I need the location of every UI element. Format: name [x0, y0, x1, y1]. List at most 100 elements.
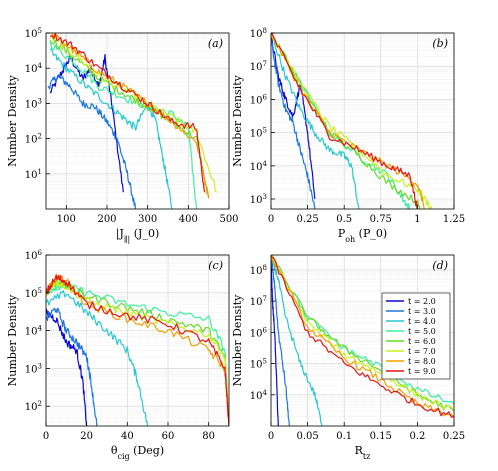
x-tick-label: 500 — [219, 214, 238, 225]
series-line-t8 — [46, 273, 229, 426]
x-tick-label: 1 — [414, 214, 420, 225]
axes-frame — [45, 254, 230, 427]
x-tick-label: 0.75 — [370, 214, 392, 225]
y-tick-label: 104 — [250, 160, 268, 173]
series-line-t4 — [49, 48, 173, 209]
panel-c: 0 20 40 60 80 102 103 104 105 106 θcig (Deg) Number… — [6, 249, 230, 461]
legend-entry: t = 5.0 — [408, 327, 436, 336]
plot-area — [271, 33, 454, 209]
y-tick-label: 103 — [25, 97, 42, 110]
axes-frame — [45, 32, 230, 210]
series-group — [271, 255, 454, 426]
series-line-t9 — [271, 33, 418, 209]
x-tick-label: 20 — [80, 431, 93, 442]
series-line-t6 — [46, 278, 229, 426]
series-line-t2 — [271, 255, 279, 426]
legend-entry: t = 4.0 — [408, 317, 436, 326]
y-tick-label: 102 — [25, 133, 42, 146]
series-line-t4 — [46, 290, 149, 426]
panel-d: 0 0.05 0.1 0.15 0.2 0.25 104 105 106 107 108 Rtz Num… — [231, 254, 465, 461]
x-tick-label: 0.05 — [296, 431, 318, 442]
x-tick-label: 0 — [43, 431, 49, 442]
y-axis-label: Number Density — [6, 74, 19, 166]
series-group — [271, 33, 433, 209]
series-line-t5 — [271, 257, 454, 405]
y-tick-label: 107 — [250, 295, 267, 308]
panel-a: 100 200 300 400 500 101 102 103 104 105 |J∥| (J_0)… — [6, 27, 239, 244]
y-tick-label: 108 — [250, 27, 267, 40]
panel-b: 0 0.25 0.5 0.75 1 1.25 103 104 105 106 107 108 Poh (… — [231, 27, 465, 244]
series-group — [47, 33, 218, 209]
x-axis-label: Poh (P_0) — [338, 227, 387, 244]
series-line-t6 — [271, 255, 454, 412]
y-tick-label: 104 — [250, 389, 268, 402]
series-line-t9 — [46, 274, 229, 426]
grid — [45, 254, 229, 427]
series-line-t8 — [271, 33, 425, 209]
legend-entry: t = 2.0 — [408, 297, 436, 306]
legend-entry: t = 7.0 — [408, 347, 436, 356]
series-line-t9 — [49, 33, 206, 193]
y-tick-label: 101 — [25, 168, 42, 181]
x-tick-label: 400 — [179, 214, 198, 225]
y-tick-label: 104 — [25, 62, 43, 75]
y-tick-label: 105 — [25, 27, 42, 40]
x-axis-label: θcig (Deg) — [111, 444, 164, 461]
x-tick-label: 40 — [121, 431, 134, 442]
x-axis-label: Rtz — [355, 444, 371, 461]
y-axis-label: Number Density — [231, 74, 244, 166]
x-tick-label: 0.15 — [370, 431, 392, 442]
y-tick-label: 107 — [250, 60, 267, 73]
x-tick-label: 0.2 — [409, 431, 425, 442]
series-line-t9 — [271, 256, 454, 418]
x-tick-label: 0.5 — [336, 214, 352, 225]
x-tick-label: 0.25 — [443, 431, 465, 442]
y-tick-label: 102 — [25, 400, 42, 413]
legend-entry: t = 3.0 — [408, 307, 436, 316]
y-tick-label: 104 — [25, 325, 43, 338]
panel-label: (b) — [432, 37, 448, 50]
y-tick-label: 106 — [250, 326, 268, 339]
series-line-t3 — [271, 255, 290, 426]
y-tick-label: 105 — [25, 287, 42, 300]
panel-label: (c) — [208, 259, 223, 272]
y-tick-label: 106 — [25, 249, 43, 262]
series-line-t8 — [271, 255, 454, 418]
x-tick-label: 80 — [202, 431, 215, 442]
legend-entry: t = 8.0 — [408, 357, 436, 366]
series-line-t7 — [49, 34, 218, 193]
axes-frame — [270, 32, 455, 210]
series-line-t6 — [271, 33, 421, 209]
y-tick-label: 103 — [25, 362, 42, 375]
y-tick-label: 103 — [250, 193, 267, 206]
panel-label: (d) — [432, 259, 448, 272]
y-tick-label: 106 — [250, 93, 268, 106]
series-line-t3 — [46, 307, 98, 426]
series-line-t7 — [46, 278, 229, 426]
series-line-t4 — [271, 255, 323, 426]
x-tick-label: 0 — [268, 214, 274, 225]
x-tick-label: 0.25 — [296, 214, 318, 225]
series-line-t2 — [271, 33, 316, 200]
y-tick-label: 108 — [250, 264, 267, 277]
x-tick-label: 0.1 — [336, 431, 352, 442]
series-line-t3 — [47, 74, 137, 209]
x-tick-label: 100 — [57, 214, 76, 225]
series-line-t4 — [271, 33, 360, 209]
x-tick-label: 300 — [138, 214, 157, 225]
panel-label: (a) — [208, 37, 223, 50]
x-tick-label: 60 — [162, 431, 175, 442]
legend-entry: t = 9.0 — [408, 367, 436, 376]
x-tick-label: 200 — [97, 214, 116, 225]
y-tick-label: 105 — [250, 358, 267, 371]
series-group — [46, 273, 229, 426]
y-axis-label: Number Density — [231, 294, 244, 386]
x-axis-label: |J∥| (J_0) — [116, 227, 160, 244]
series-line-t2 — [46, 308, 88, 426]
series-line-t3 — [271, 39, 316, 209]
y-axis-label: Number Density — [6, 294, 19, 386]
y-tick-label: 105 — [250, 127, 267, 140]
x-tick-label: 0 — [268, 431, 274, 442]
legend-box — [381, 292, 451, 380]
